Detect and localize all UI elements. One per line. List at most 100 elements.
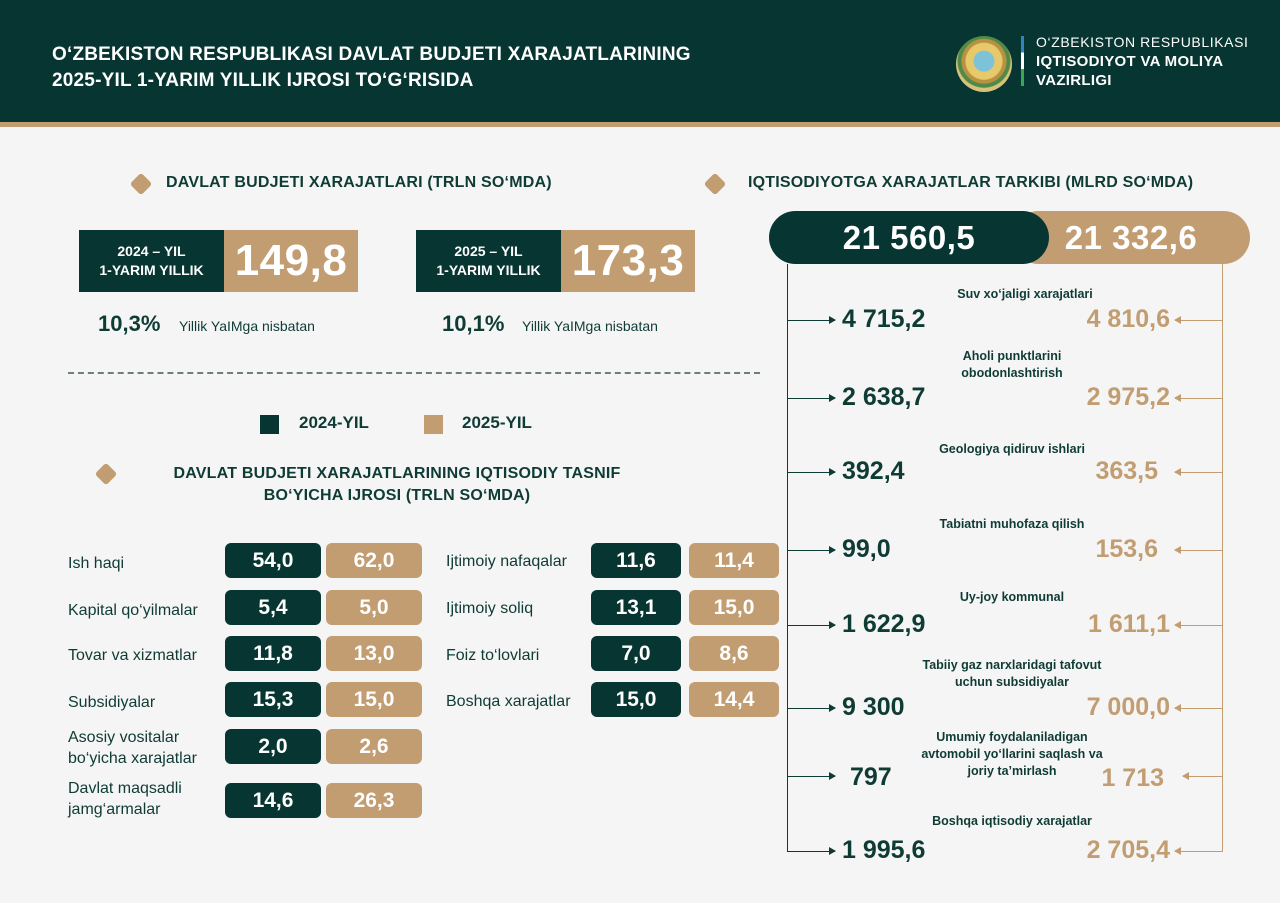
arrow-right-icon (787, 546, 836, 554)
econ-section-title-line-2: BO‘YICHA IJROSI (TRLN SO‘MDA) (263, 487, 531, 504)
structure-item-2024: 2 638,7 (842, 383, 926, 411)
legend-2025-label: 2025-YIL (462, 413, 532, 432)
structure-item-category: Aholi punktlarini obodonlashtirish (892, 348, 1132, 382)
econ-boshqa-2025: 14,4 (689, 682, 779, 717)
econ-row-label-line: Tovar va xizmatlar (68, 647, 197, 664)
arrow-left-icon (1174, 704, 1222, 712)
econ-section-title-line-1: DAVLAT BUDJETI XARAJATLARINING IQTISODIY… (173, 465, 621, 482)
page-title-line-1: O‘ZBEKISTON RESPUBLIKASI DAVLAT BUDJETI … (52, 44, 691, 65)
econ-ish-haqi-2025: 62,0 (326, 543, 422, 578)
econ-row-label-asosiy: Asosiy vositalar bo‘yicha xarajatlar (68, 727, 197, 769)
econ-row-label-tovar: Tovar va xizmatlar (68, 645, 197, 666)
structure-item-2025: 363,5 (1095, 457, 1158, 485)
structure-item-category-line: Boshqa iqtisodiy xarajatlar (932, 814, 1092, 828)
structure-item-category-line: uchun subsidiyalar (955, 675, 1069, 689)
structure-item-category-line: avtomobil yo‘llarini saqlash va (921, 747, 1103, 761)
arrow-right-icon (787, 468, 836, 476)
arrow-right-icon (787, 704, 836, 712)
legend-2024-label: 2024-YIL (299, 413, 369, 432)
econ-tovar-2025: 13,0 (326, 636, 422, 671)
stat-2025-label-line-2: 1-YARIM YILLIK (436, 262, 541, 278)
structure-item-category: Geologiya qidiruv ishlari (892, 441, 1132, 458)
arrow-left-icon (1174, 621, 1222, 629)
arrow-right-icon (787, 621, 836, 629)
arrow-right-icon (787, 394, 836, 402)
ministry-line-3: VAZIRLIGI (1036, 72, 1112, 89)
econ-row-label-line: Subsidiyalar (68, 694, 156, 711)
econ-foiz-2024: 7,0 (591, 636, 681, 671)
econ-row-label-nafaqalar: Ijtimoiy nafaqalar (446, 553, 567, 570)
structure-item-2024: 1 995,6 (842, 836, 926, 864)
structure-item-category-line: Geologiya qidiruv ishlari (939, 442, 1085, 456)
header-banner (0, 0, 1280, 122)
stat-2024-note: Yillik YaIMga nisbatan (179, 318, 315, 334)
econ-boshqa-2024: 15,0 (591, 682, 681, 717)
structure-item-category: Tabiatni muhofaza qilish (892, 516, 1132, 533)
arrow-right-icon (787, 847, 836, 855)
econ-row-label-boshqa: Boshqa xarajatlar (446, 693, 571, 710)
econ-row-label-line: Davlat maqsadli (68, 780, 182, 797)
structure-item-2025: 2 975,2 (1086, 383, 1170, 411)
econ-nafaqalar-2024: 11,6 (591, 543, 681, 578)
stat-2025-pct: 10,1% (442, 311, 505, 336)
econ-row-label-kapital: Kapital qo‘yilmalar (68, 600, 198, 621)
econ-row-label-line: Ish haqi (68, 555, 125, 572)
page-title-line-2: 2025-YIL 1-YARIM YILLIK IJROSI TO‘G‘RISI… (52, 70, 474, 91)
ministry-line-2: IQTISODIYOT VA MOLIYA (1036, 53, 1224, 70)
stat-2024-label-line-1: 2024 – YIL (117, 243, 186, 259)
econ-nafaqalar-2025: 11,4 (689, 543, 779, 578)
structure-item-2024: 99,0 (842, 535, 891, 563)
tree-line-2024 (787, 264, 788, 852)
structure-item-category-line: Tabiiy gaz narxlaridagi tafovut (922, 658, 1102, 672)
ministry-logo-text: O‘ZBEKISTON RESPUBLIKASI IQTISODIYOT VA … (1036, 33, 1249, 90)
stat-2024-label-line-2: 1-YARIM YILLIK (99, 262, 204, 278)
arrow-left-icon (1174, 468, 1222, 476)
page-title: O‘ZBEKISTON RESPUBLIKASI DAVLAT BUDJETI … (52, 42, 691, 94)
econ-row-label-foiz: Foiz to‘lovlari (446, 647, 540, 664)
econ-asosiy-2024: 2,0 (225, 729, 321, 764)
structure-item-2024: 9 300 (842, 693, 905, 721)
structure-item-2024: 797 (850, 763, 892, 791)
arrow-right-icon (787, 316, 836, 324)
stat-2024-pct: 10,3% (98, 311, 161, 336)
structure-item-category-line: Aholi punktlarini (962, 349, 1062, 363)
econ-ish-haqi-2024: 54,0 (225, 543, 321, 578)
structure-item-2025: 153,6 (1095, 535, 1158, 563)
econ-tovar-2024: 11,8 (225, 636, 321, 671)
legend-2024-swatch (260, 415, 279, 434)
econ-subsidiyalar-2024: 15,3 (225, 682, 321, 717)
structure-total-2024: 21 560,5 (769, 211, 1049, 264)
structure-item-category: Uy-joy kommunal (892, 589, 1132, 606)
econ-section-title: DAVLAT BUDJETI XARAJATLARINING IQTISODIY… (126, 463, 668, 507)
structure-totals: 21 332,6 21 560,5 (769, 211, 1250, 264)
econ-soliq-2024: 13,1 (591, 590, 681, 625)
econ-row-label-line: bo‘yicha xarajatlar (68, 750, 197, 767)
arrow-right-icon (787, 772, 836, 780)
econ-kapital-2024: 5,4 (225, 590, 321, 625)
stat-2025-label: 2025 – YIL 1-YARIM YILLIK (416, 230, 561, 292)
structure-item-2025: 1 611,1 (1087, 610, 1170, 638)
budget-section-diamond-icon (129, 172, 153, 196)
ministry-line-1: O‘ZBEKISTON RESPUBLIKASI (1036, 34, 1249, 50)
structure-section-diamond-icon (703, 172, 727, 196)
structure-item-category-line: Suv xo‘jaligi xarajatlari (957, 287, 1093, 301)
structure-item-category: Boshqa iqtisodiy xarajatlar (892, 813, 1132, 830)
flag-stripe (1021, 36, 1024, 86)
structure-item-2025: 1 713 (1101, 764, 1164, 792)
econ-kapital-2025: 5,0 (326, 590, 422, 625)
econ-row-label-line: Kapital qo‘yilmalar (68, 602, 198, 619)
arrow-left-icon (1174, 316, 1222, 324)
structure-item-category: Tabiiy gaz narxlaridagi tafovut uchun su… (892, 657, 1132, 691)
econ-row-label-line: jamg‘armalar (68, 801, 161, 818)
econ-subsidiyalar-2025: 15,0 (326, 682, 422, 717)
structure-total-2025: 21 332,6 (1012, 211, 1250, 264)
arrow-left-icon (1174, 394, 1222, 402)
structure-item-2024: 1 622,9 (842, 610, 926, 638)
header-divider (0, 122, 1280, 127)
econ-davlat-maqsadli-2024: 14,6 (225, 783, 321, 818)
structure-item-2024: 392,4 (842, 457, 905, 485)
econ-asosiy-2025: 2,6 (326, 729, 422, 764)
structure-item-category-line: Umumiy foydalaniladigan (936, 730, 1088, 744)
econ-section-diamond-icon (94, 462, 118, 486)
structure-section-title: IQTISODIYOTGA XARAJATLAR TARKIBI (MLRD S… (748, 174, 1194, 191)
